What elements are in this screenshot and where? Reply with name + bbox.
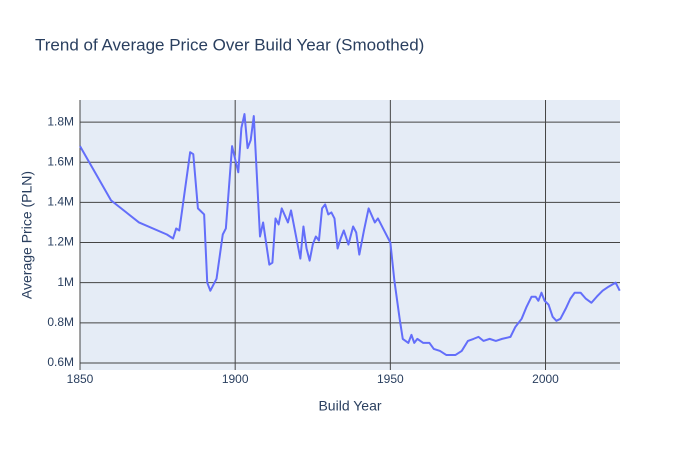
x-tick-label: 1900 [222,372,249,386]
y-tick-label: 0.8M [47,315,74,329]
x-tick-label: 1950 [377,372,404,386]
y-tick-label: 1.8M [47,114,74,128]
x-axis-title: Build Year [318,398,381,414]
chart-title: Trend of Average Price Over Build Year (… [35,35,424,54]
x-tick-label: 2000 [532,372,559,386]
y-tick-label: 1.6M [47,154,74,168]
y-tick-label: 0.6M [47,355,74,369]
y-tick-label: 1.2M [47,235,74,249]
y-tick-label: 1.4M [47,195,74,209]
x-tick-label: 1850 [67,372,94,386]
y-axis-title: Average Price (PLN) [19,171,35,299]
data-line [79,113,621,356]
y-tick-label: 1M [57,275,74,289]
